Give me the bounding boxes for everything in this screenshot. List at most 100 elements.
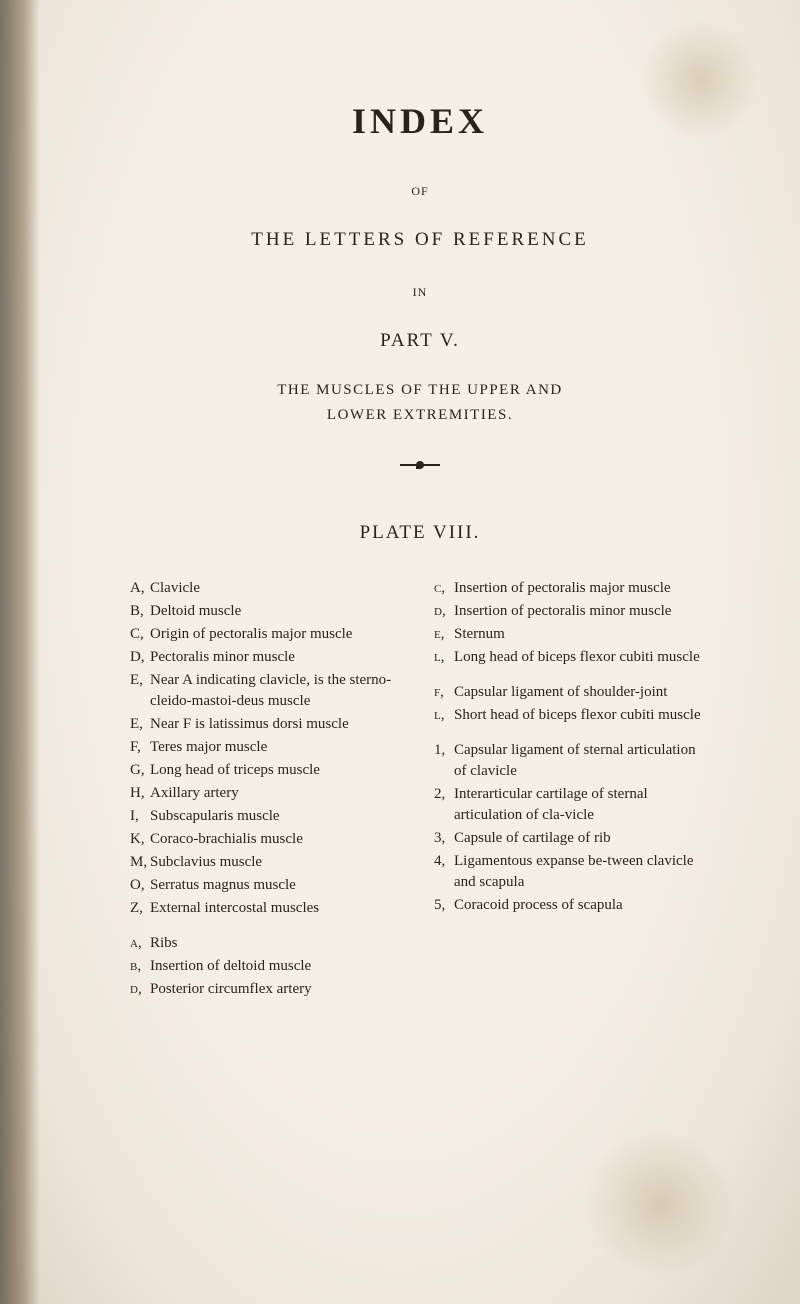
entry-label: A, <box>130 578 150 599</box>
entry-label: d, <box>130 979 150 1000</box>
entry-label: C, <box>130 624 150 645</box>
entry-text: Ligamentous expanse be-tween clavicle an… <box>454 851 710 893</box>
heading-muscles-upper: THE MUSCLES OF THE UPPER AND <box>130 382 710 399</box>
index-entry: c,Insertion of pectoralis major muscle <box>434 578 710 599</box>
entry-text: Near A indicating clavicle, is the stern… <box>150 670 406 712</box>
index-entry: d,Insertion of pectoralis minor muscle <box>434 601 710 622</box>
binding-shadow <box>0 0 40 1304</box>
entry-text: Capsule of cartilage of rib <box>454 828 710 849</box>
left-column: A,ClavicleB,Deltoid muscleC,Origin of pe… <box>130 578 406 1002</box>
right-column: c,Insertion of pectoralis major muscled,… <box>434 578 710 1002</box>
index-entry: K,Coraco-brachialis muscle <box>130 829 406 850</box>
index-entry: E,Near A indicating clavicle, is the ste… <box>130 670 406 712</box>
entry-label: 4, <box>434 851 454 893</box>
index-entry: F,Teres major muscle <box>130 737 406 758</box>
column-spacer <box>434 670 710 682</box>
entry-label: E, <box>130 670 150 712</box>
entry-label: O, <box>130 875 150 896</box>
entry-label: D, <box>130 647 150 668</box>
entry-label: B, <box>130 601 150 622</box>
entry-text: Capsular ligament of sternal articulatio… <box>454 740 710 782</box>
index-entry: E,Near F is latissimus dorsi muscle <box>130 714 406 735</box>
index-entry: B,Deltoid muscle <box>130 601 406 622</box>
entry-text: Insertion of pectoralis major muscle <box>454 578 710 599</box>
index-entry: 3,Capsule of cartilage of rib <box>434 828 710 849</box>
entry-label: c, <box>434 578 454 599</box>
entry-text: Serratus magnus muscle <box>150 875 406 896</box>
entry-text: Coraco-brachialis muscle <box>150 829 406 850</box>
entry-label: f, <box>434 682 454 703</box>
entry-text: Pectoralis minor muscle <box>150 647 406 668</box>
index-entry: f,Capsular ligament of shoulder-joint <box>434 682 710 703</box>
entry-label: l, <box>434 705 454 726</box>
title-index: INDEX <box>130 100 710 142</box>
entry-text: Teres major muscle <box>150 737 406 758</box>
index-entry: H,Axillary artery <box>130 783 406 804</box>
index-entry: a,Ribs <box>130 933 406 954</box>
entry-text: Capsular ligament of shoulder-joint <box>454 682 710 703</box>
entry-text: Clavicle <box>150 578 406 599</box>
entry-text: Sternum <box>454 624 710 645</box>
index-entry: Z,External intercostal muscles <box>130 898 406 919</box>
heading-lower-extremities: LOWER EXTREMITIES. <box>130 407 710 424</box>
index-entry: b,Insertion of deltoid muscle <box>130 956 406 977</box>
entry-text: Posterior circumflex artery <box>150 979 406 1000</box>
entry-label: E, <box>130 714 150 735</box>
index-entry: l,Long head of biceps flexor cubiti musc… <box>434 647 710 668</box>
index-entry: I,Subscapularis muscle <box>130 806 406 827</box>
entry-text: External intercostal muscles <box>150 898 406 919</box>
entry-label: 5, <box>434 895 454 916</box>
entry-label: K, <box>130 829 150 850</box>
entry-text: Ribs <box>150 933 406 954</box>
paper-stain <box>580 1134 740 1274</box>
index-entry: C,Origin of pectoralis major muscle <box>130 624 406 645</box>
entry-text: Coracoid process of scapula <box>454 895 710 916</box>
index-entry: D,Pectoralis minor muscle <box>130 647 406 668</box>
entry-label: G, <box>130 760 150 781</box>
entry-label: l, <box>434 647 454 668</box>
index-entry: l,Short head of biceps flexor cubiti mus… <box>434 705 710 726</box>
index-entry: 5,Coracoid process of scapula <box>434 895 710 916</box>
entry-text: Insertion of pectoralis minor muscle <box>454 601 710 622</box>
entry-text: Subclavius muscle <box>150 852 406 873</box>
entry-label: d, <box>434 601 454 622</box>
entry-text: Insertion of deltoid muscle <box>150 956 406 977</box>
entry-label: M, <box>130 852 150 873</box>
index-columns: A,ClavicleB,Deltoid muscleC,Origin of pe… <box>130 578 710 1002</box>
entry-text: Origin of pectoralis major muscle <box>150 624 406 645</box>
entry-label: e, <box>434 624 454 645</box>
page: INDEX OF THE LETTERS OF REFERENCE IN PAR… <box>0 0 800 1304</box>
entry-text: Short head of biceps flexor cubiti muscl… <box>454 705 710 726</box>
entry-text: Interarticular cartilage of sternal arti… <box>454 784 710 826</box>
subtitle-in: IN <box>130 285 710 300</box>
heading-plate-viii: PLATE VIII. <box>130 522 710 544</box>
index-entry: 4,Ligamentous expanse be-tween clavicle … <box>434 851 710 893</box>
entry-text: Near F is latissimus dorsi muscle <box>150 714 406 735</box>
index-entry: G,Long head of triceps muscle <box>130 760 406 781</box>
entry-label: F, <box>130 737 150 758</box>
entry-text: Subscapularis muscle <box>150 806 406 827</box>
index-entry: d,Posterior circumflex artery <box>130 979 406 1000</box>
entry-label: a, <box>130 933 150 954</box>
column-spacer <box>434 728 710 740</box>
entry-label: Z, <box>130 898 150 919</box>
entry-label: I, <box>130 806 150 827</box>
entry-text: Long head of triceps muscle <box>150 760 406 781</box>
subtitle-of: OF <box>130 184 710 199</box>
index-entry: e,Sternum <box>434 624 710 645</box>
ornamental-separator <box>130 464 710 474</box>
entry-text: Long head of biceps flexor cubiti muscle <box>454 647 710 668</box>
index-entry: 2,Interarticular cartilage of sternal ar… <box>434 784 710 826</box>
index-entry: A,Clavicle <box>130 578 406 599</box>
index-entry: 1,Capsular ligament of sternal articulat… <box>434 740 710 782</box>
entry-label: H, <box>130 783 150 804</box>
heading-part-v: PART V. <box>130 330 710 352</box>
heading-letters-of-reference: THE LETTERS OF REFERENCE <box>130 229 710 251</box>
entry-label: 1, <box>434 740 454 782</box>
index-entry: M,Subclavius muscle <box>130 852 406 873</box>
column-spacer <box>130 921 406 933</box>
entry-text: Deltoid muscle <box>150 601 406 622</box>
entry-label: 2, <box>434 784 454 826</box>
index-entry: O,Serratus magnus muscle <box>130 875 406 896</box>
entry-label: 3, <box>434 828 454 849</box>
